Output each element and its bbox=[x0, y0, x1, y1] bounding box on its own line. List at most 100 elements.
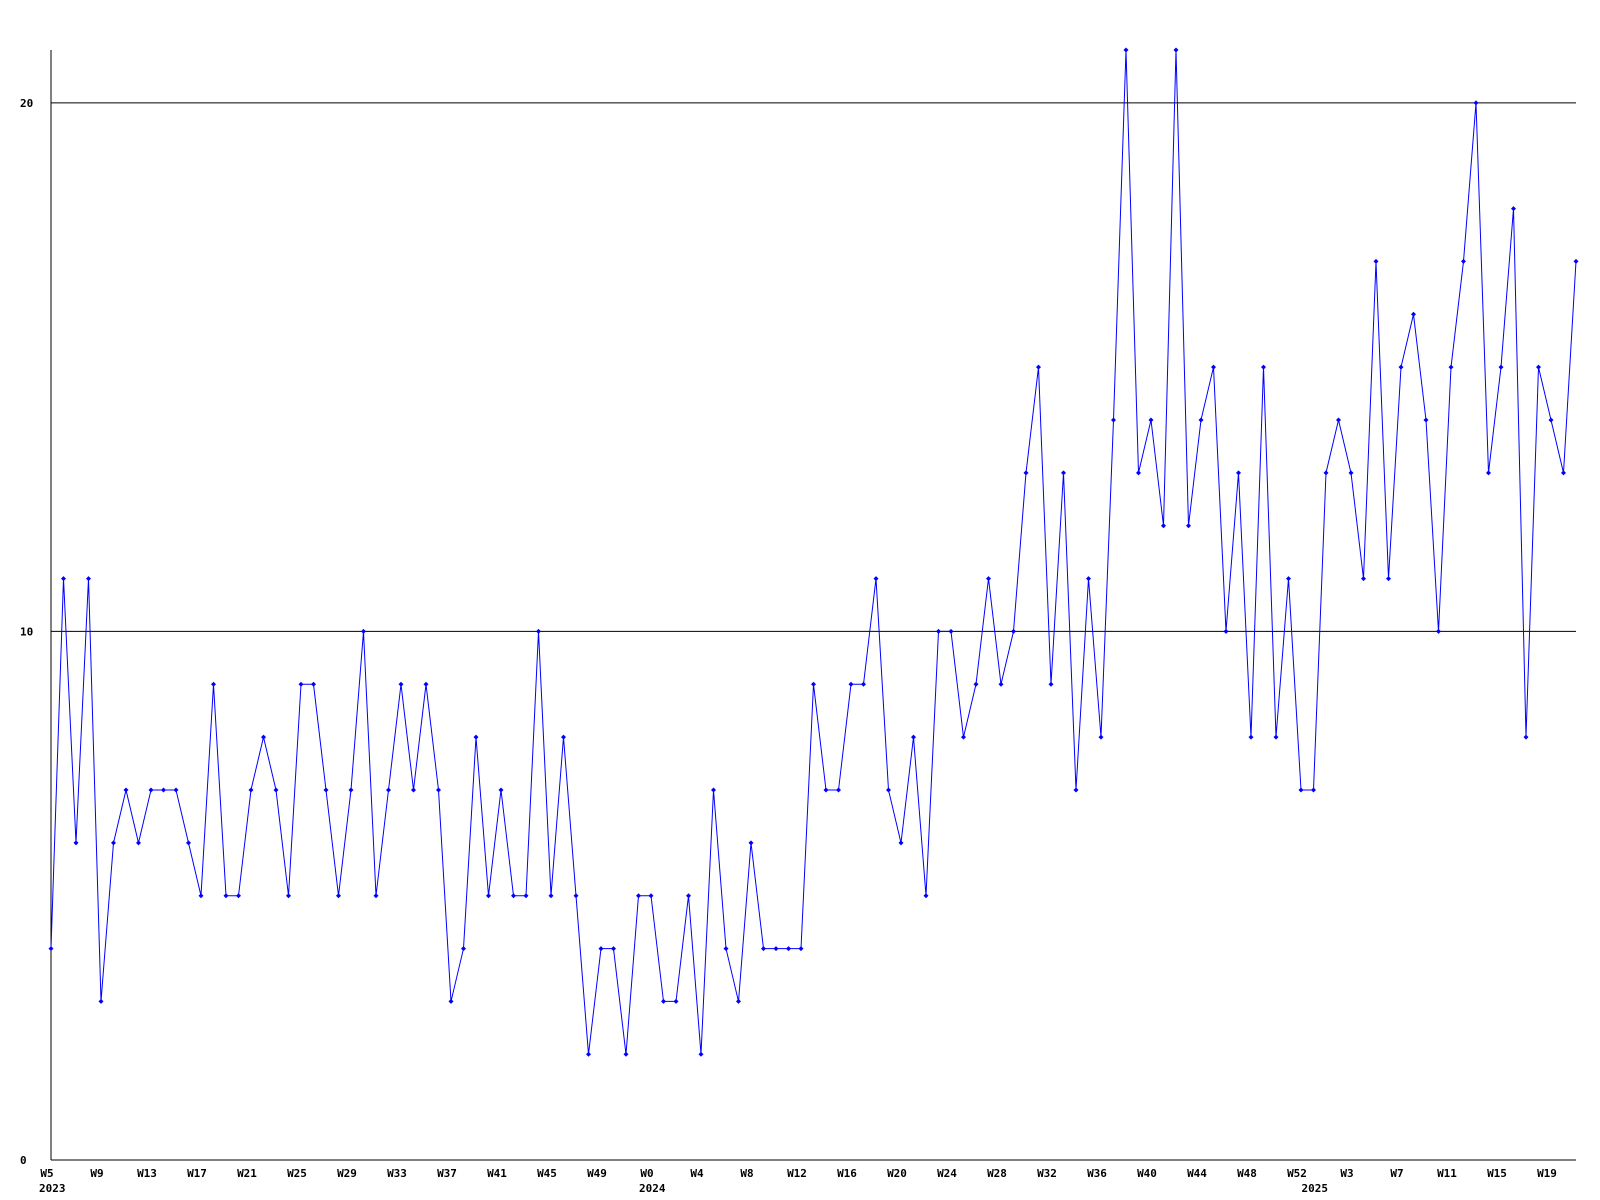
data-point bbox=[1423, 417, 1429, 423]
data-point bbox=[473, 734, 479, 740]
data-point bbox=[648, 893, 654, 899]
data-point bbox=[686, 893, 691, 899]
data-point bbox=[586, 1051, 591, 1057]
data-point bbox=[873, 576, 879, 582]
x-tick-label: W48 bbox=[1237, 1167, 1257, 1180]
data-point bbox=[673, 998, 679, 1004]
data-point bbox=[211, 681, 216, 687]
x-tick-label: W8 bbox=[740, 1167, 753, 1180]
x-tick-label: W7 bbox=[1390, 1167, 1403, 1180]
data-point bbox=[1536, 364, 1541, 370]
data-point bbox=[698, 1051, 704, 1057]
data-point bbox=[1498, 364, 1504, 370]
data-point bbox=[273, 787, 279, 793]
data-point bbox=[1261, 364, 1266, 370]
data-point bbox=[1211, 364, 1216, 370]
data-point bbox=[236, 893, 241, 899]
data-point bbox=[1561, 470, 1566, 476]
data-point bbox=[248, 787, 254, 793]
data-point bbox=[1148, 417, 1154, 423]
x-tick-label: W52 bbox=[1287, 1167, 1307, 1180]
data-point bbox=[1361, 576, 1366, 582]
x-tick-label: W4 bbox=[690, 1167, 704, 1180]
x-tick-label: W49 bbox=[587, 1167, 607, 1180]
data-point bbox=[1336, 417, 1341, 423]
data-point bbox=[111, 840, 116, 846]
data-point bbox=[48, 946, 54, 952]
x-tick-label: W9 bbox=[90, 1167, 103, 1180]
data-point bbox=[1236, 470, 1241, 476]
data-point bbox=[811, 681, 816, 687]
data-point bbox=[836, 787, 841, 793]
data-point bbox=[323, 787, 329, 793]
x-tick-label: W28 bbox=[987, 1167, 1007, 1180]
data-point bbox=[1161, 523, 1166, 529]
data-point bbox=[1173, 47, 1179, 53]
data-point bbox=[761, 946, 766, 952]
x-year-label: 2023 bbox=[39, 1182, 66, 1195]
data-point bbox=[1548, 417, 1554, 423]
data-point bbox=[461, 946, 466, 952]
data-point bbox=[711, 787, 716, 793]
data-point bbox=[548, 893, 554, 899]
data-point bbox=[1323, 470, 1329, 476]
data-point bbox=[123, 787, 129, 793]
data-point bbox=[311, 681, 316, 687]
data-point bbox=[961, 734, 966, 740]
x-tick-label: W5 bbox=[40, 1167, 53, 1180]
x-tick-label: W11 bbox=[1437, 1167, 1457, 1180]
x-tick-label: W36 bbox=[1087, 1167, 1107, 1180]
data-point bbox=[61, 576, 66, 582]
x-year-label: 2025 bbox=[1302, 1182, 1329, 1195]
x-tick-label: W45 bbox=[537, 1167, 557, 1180]
data-point bbox=[1098, 734, 1104, 740]
data-point bbox=[773, 946, 779, 952]
data-point bbox=[1123, 47, 1129, 53]
data-point bbox=[1573, 258, 1579, 264]
data-point bbox=[411, 787, 416, 793]
y-tick-label: 20 bbox=[20, 97, 33, 110]
x-year-label: 2024 bbox=[639, 1182, 666, 1195]
data-point bbox=[136, 840, 141, 846]
data-point bbox=[198, 893, 204, 899]
data-point bbox=[1348, 470, 1354, 476]
data-point bbox=[1111, 417, 1116, 423]
data-point bbox=[861, 681, 866, 687]
x-tick-label: W37 bbox=[437, 1167, 457, 1180]
data-point bbox=[86, 576, 91, 582]
data-point bbox=[1248, 734, 1254, 740]
data-point bbox=[723, 946, 729, 952]
data-point bbox=[348, 787, 354, 793]
y-tick-label: 0 bbox=[20, 1154, 27, 1167]
x-tick-label: W32 bbox=[1037, 1167, 1057, 1180]
data-point bbox=[486, 893, 491, 899]
data-line bbox=[50, 49, 1577, 1055]
data-point bbox=[148, 787, 154, 793]
data-point bbox=[423, 681, 429, 687]
x-tick-label: W33 bbox=[387, 1167, 407, 1180]
data-point bbox=[398, 681, 404, 687]
data-point bbox=[611, 946, 616, 952]
x-tick-label: W17 bbox=[187, 1167, 207, 1180]
data-point bbox=[1398, 364, 1404, 370]
data-point bbox=[623, 1051, 629, 1057]
data-point bbox=[948, 628, 954, 634]
x-tick-label: W21 bbox=[237, 1167, 257, 1180]
data-point bbox=[1061, 470, 1066, 476]
x-tick-label: W3 bbox=[1340, 1167, 1353, 1180]
x-tick-label: W41 bbox=[487, 1167, 507, 1180]
data-point bbox=[298, 681, 304, 687]
data-point bbox=[636, 893, 641, 899]
data-point bbox=[848, 681, 854, 687]
data-point bbox=[886, 787, 891, 793]
data-point bbox=[1411, 311, 1416, 317]
data-point bbox=[361, 628, 366, 634]
data-point bbox=[1223, 628, 1229, 634]
data-point bbox=[286, 893, 291, 899]
data-point bbox=[573, 893, 579, 899]
data-point bbox=[1036, 364, 1041, 370]
data-point bbox=[373, 893, 379, 899]
data-point bbox=[98, 998, 104, 1004]
x-tick-label: W0 bbox=[640, 1167, 653, 1180]
x-tick-label: W44 bbox=[1187, 1167, 1207, 1180]
